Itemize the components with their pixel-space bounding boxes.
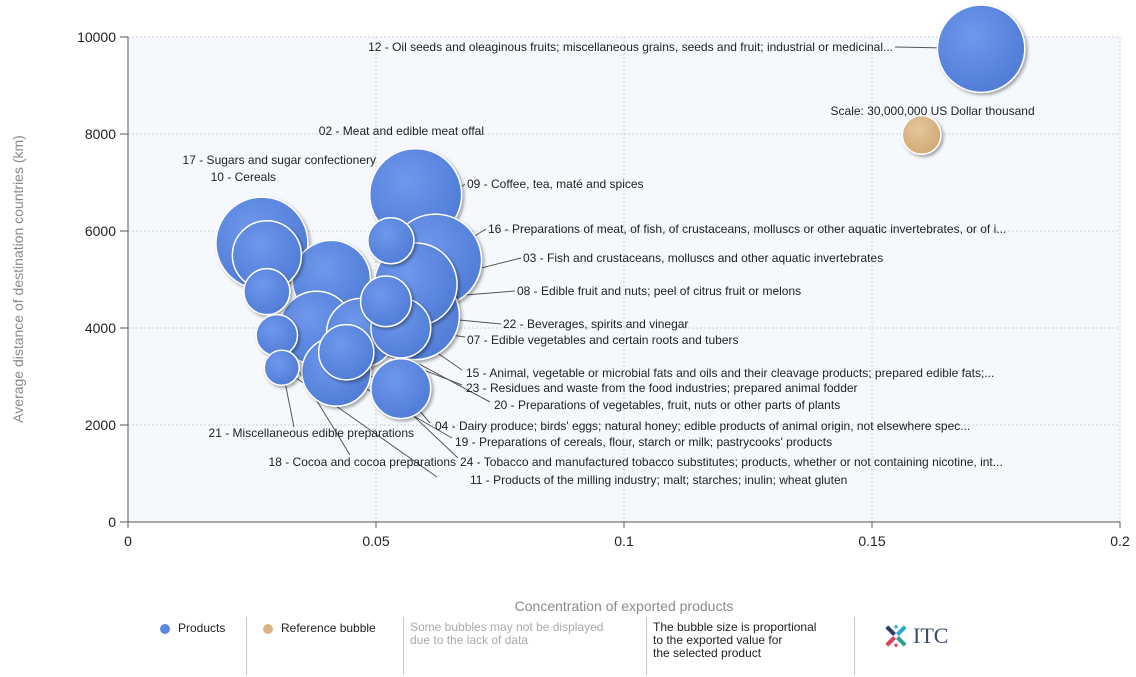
bubble-label: 16 - Preparations of meat, of fish, of c… [488,222,1006,236]
itc-logo-icon [885,624,907,648]
bubble-label: 22 - Beverages, spirits and vinegar [503,317,688,331]
axes: 0 0.05 0.1 0.15 0.2 0 2000 4000 6000 8000 10000 [77,29,1130,549]
product-bubble[interactable] [263,349,300,386]
bubble-label: 07 - Edible vegetables and certain roots… [467,333,739,347]
bubble-label: 08 - Edible fruit and nuts; peel of citr… [517,284,801,298]
bubble-label: 21 - Miscellaneous edible preparations [209,426,414,440]
size-note-line-3: the selected product [653,646,762,660]
legend-missing-note: Some bubbles may not be displayed due to… [410,617,640,671]
bubbles[interactable] [215,4,1026,420]
bubble-label: 11 - Products of the milling industry; m… [470,473,847,487]
missing-note-line-1: Some bubbles may not be displayed [410,620,604,634]
y-tick-label: 2000 [85,417,116,433]
product-bubble[interactable] [367,216,415,265]
itc-logo-text: ITC [913,623,949,648]
x-tick-label: 0 [124,533,132,549]
product-bubble[interactable] [317,323,375,381]
bubble-label: 20 - Preparations of vegetables, fruit, … [494,398,840,412]
bubble-label: 17 - Sugars and sugar confectionery [183,153,376,167]
legend-divider [246,617,247,675]
legend-item-products[interactable]: Products [150,617,240,671]
scale-label: Scale: 30,000,000 US Dollar thousand [831,104,1035,118]
y-axis-title: Average distance of destination countrie… [10,135,26,423]
bubble-label: 09 - Coffee, tea, maté and spices [467,177,644,191]
y-tick-label: 6000 [85,223,116,239]
bubble-label: 10 - Cereals [211,170,276,184]
legend-products-label: Products [178,621,226,635]
legend-divider [403,617,404,675]
product-bubble[interactable] [370,357,432,420]
x-axis-title: Concentration of exported products [515,598,734,614]
y-tick-label: 10000 [77,29,116,45]
size-note-line-2: to the exported value for [653,633,783,647]
bubble-label: 04 - Dairy produce; birds' eggs; natural… [435,419,970,433]
itc-logo: ITC [861,617,948,649]
x-tick-label: 0.2 [1110,533,1130,549]
legend: Products Reference bubble Some bubbles m… [150,617,948,677]
y-tick-label: 8000 [85,126,116,142]
size-note-line-1: The bubble size is proportional [653,620,817,634]
legend-divider [646,617,647,675]
legend-divider [854,617,855,675]
legend-item-reference[interactable]: Reference bubble [253,617,397,671]
missing-note-line-2: due to the lack of data [410,633,529,647]
bubble-label: 18 - Cocoa and cocoa preparations [269,455,456,469]
bubble-label: 02 - Meat and edible meat offal [319,124,484,138]
product-bubble[interactable] [359,275,412,328]
bubble-label: 24 - Tobacco and manufactured tobacco su… [460,455,1003,469]
legend-size-note: The bubble size is proportional to the e… [653,617,848,671]
product-bubble[interactable] [936,4,1026,94]
bubble-chart: 0 0.05 0.1 0.15 0.2 0 2000 4000 6000 8000 10000 12… [10,4,1130,614]
bubble-label: 12 - Oil seeds and oleaginous fruits; mi… [368,40,893,54]
x-tick-label: 0.15 [858,533,885,549]
bubble-label: 15 - Animal, vegetable or microbial fats… [466,366,994,380]
y-tick-label: 0 [108,514,116,530]
bubble-labels: 12 - Oil seeds and oleaginous fruits; mi… [183,40,1035,487]
bubble-label: 19 - Preparations of cereals, flour, sta… [455,435,832,449]
products-dot-icon [160,624,170,634]
reference-dot-icon [263,624,273,634]
bubble-label: 03 - Fish and crustaceans, molluscs and … [523,251,883,265]
x-tick-label: 0.05 [362,533,389,549]
product-bubble[interactable] [255,313,299,357]
reference-bubble[interactable] [901,114,942,156]
y-tick-label: 4000 [85,320,116,336]
x-tick-label: 0.1 [614,533,634,549]
bubble-label: 23 - Residues and waste from the food in… [466,381,858,395]
product-bubble[interactable] [243,267,291,316]
legend-reference-label: Reference bubble [281,621,376,635]
